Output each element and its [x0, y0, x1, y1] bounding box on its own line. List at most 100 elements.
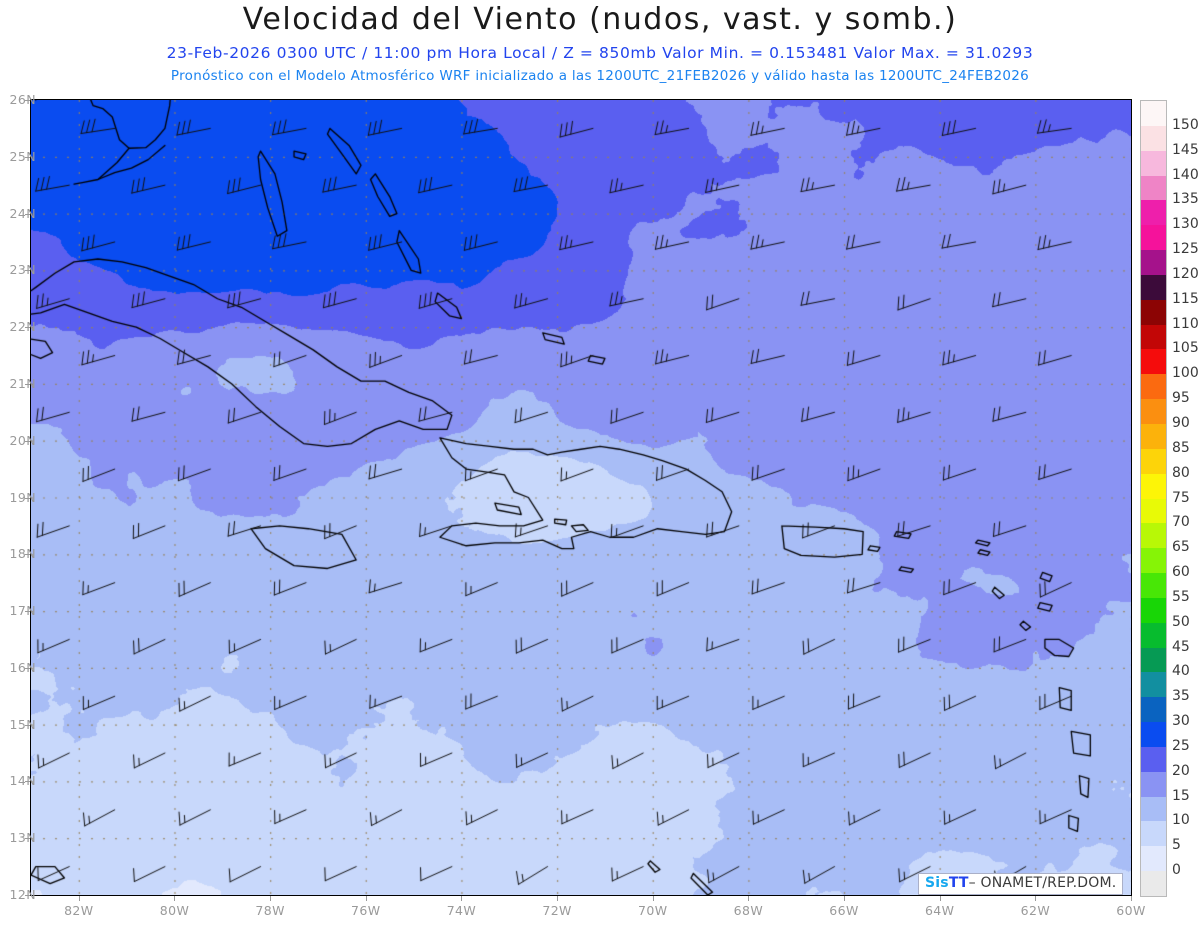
lat-tick: [25, 100, 30, 101]
colorbar-tick-label: 135: [1172, 191, 1199, 208]
colorbar-tick-label: 115: [1172, 290, 1199, 307]
lat-tick-label: 25N: [9, 148, 36, 164]
lat-tick-label: 22N: [9, 319, 36, 335]
watermark-brand-symbol: TT: [948, 875, 969, 891]
colorbar-tick-label: 145: [1172, 141, 1199, 158]
lat-tick: [25, 213, 30, 215]
colorbar-cell: [1141, 647, 1166, 673]
lon-tick: [557, 896, 559, 901]
colorbar-cell: [1141, 274, 1166, 300]
colorbar-tick-label: 65: [1172, 539, 1190, 556]
colorbar-cell: [1141, 473, 1166, 499]
colorbar-cell: [1141, 399, 1166, 424]
colorbar-cell: [1141, 225, 1166, 251]
colorbar-cell: [1141, 150, 1166, 176]
lon-tick: [365, 896, 367, 901]
colorbar-cell: [1141, 846, 1166, 872]
lat-tick-label: 26N: [9, 92, 36, 107]
lat-tick-label: 19N: [9, 489, 36, 505]
lat-tick: [25, 554, 30, 556]
colorbar-cell: [1141, 250, 1166, 275]
lat-tick: [25, 156, 30, 158]
lon-tick: [461, 896, 463, 901]
lat-tick: [25, 781, 30, 783]
lon-tick-label: 72W: [542, 903, 572, 918]
lon-tick-label: 66W: [829, 903, 859, 918]
lon-tick: [844, 896, 846, 901]
lon-tick-label: 68W: [733, 903, 764, 918]
colorbar-cell: [1141, 796, 1166, 822]
colorbar-tick-label: 40: [1172, 663, 1190, 680]
colorbar-tick-label: 55: [1172, 588, 1190, 605]
colorbar-cell: [1141, 573, 1166, 598]
lon-tick: [174, 896, 176, 901]
wind-speed-colorbar[interactable]: [1140, 100, 1167, 897]
lat-tick: [25, 667, 30, 669]
lon-tick-label: 74W: [446, 903, 477, 918]
chart-header: Velocidad del Viento (nudos, vast. y som…: [0, 0, 1200, 95]
lon-tick: [939, 896, 941, 901]
lon-tick-label: 78W: [255, 903, 285, 918]
colorbar-cell: [1141, 101, 1166, 126]
colorbar-tick-label: 70: [1172, 514, 1190, 531]
colorbar-tick-label: 90: [1172, 414, 1190, 431]
lat-tick: [25, 270, 30, 272]
lon-tick-label: 62W: [1020, 903, 1051, 918]
colorbar-tick-label: 85: [1172, 439, 1190, 456]
colorbar-tick-label: 100: [1172, 365, 1199, 382]
lat-tick: [25, 327, 30, 329]
subtitle-model-info: Pronóstico con el Modelo Atmosférico WRF…: [170, 68, 1030, 84]
lat-tick-label: 17N: [9, 603, 36, 619]
colorbar-tick-label: 5: [1172, 837, 1181, 854]
colorbar-cell: [1141, 299, 1166, 325]
watermark-badge: SisTT– ONAMET/REP.DOM.: [918, 873, 1124, 895]
subtitle-valid-time: 23-Feb-2026 0300 UTC / 11:00 pm Hora Loc…: [166, 44, 1034, 62]
lat-tick-label: 18N: [9, 546, 36, 562]
lon-tick: [78, 896, 80, 901]
colorbar-tick-label: 20: [1172, 762, 1190, 779]
wind-speed-shading-canvas: [31, 100, 1131, 895]
lat-tick-label: 24N: [9, 205, 36, 221]
colorbar-cell: [1141, 324, 1166, 350]
watermark-agency: – ONAMET/REP.DOM.: [968, 875, 1117, 891]
lon-tick-label: 60W: [1116, 903, 1146, 918]
lon-tick: [270, 896, 272, 901]
colorbar-cell: [1141, 200, 1166, 226]
colorbar-cell: [1141, 523, 1166, 549]
colorbar-tick-label: 30: [1172, 713, 1190, 730]
colorbar-cell: [1141, 597, 1166, 623]
colorbar-cell: [1141, 448, 1166, 474]
watermark-brand: Sis: [925, 875, 949, 891]
colorbar-tick-label: 25: [1172, 737, 1190, 754]
colorbar-tick-label: 130: [1172, 216, 1199, 233]
colorbar-cell: [1141, 622, 1166, 648]
lon-tick: [748, 896, 750, 901]
lon-tick: [652, 896, 654, 901]
lat-tick: [25, 895, 30, 896]
lat-tick-label: 20N: [9, 432, 36, 448]
colorbar-cell: [1141, 423, 1166, 449]
colorbar-cell: [1141, 821, 1166, 847]
colorbar-tick-label: 105: [1172, 340, 1199, 357]
lat-tick-label: 21N: [9, 375, 36, 391]
colorbar-cell: [1141, 871, 1166, 896]
lat-tick: [25, 838, 30, 840]
lat-tick-label: 15N: [9, 716, 36, 732]
lat-tick: [25, 497, 30, 499]
lon-tick-label: 82W: [64, 903, 94, 918]
lat-tick-label: 13N: [9, 830, 36, 846]
weather-map[interactable]: [30, 99, 1132, 896]
colorbar-tick-label: 75: [1172, 489, 1190, 506]
colorbar-tick-label: 60: [1172, 564, 1190, 581]
colorbar-tick-label: 10: [1172, 812, 1190, 829]
colorbar-cell: [1141, 125, 1166, 151]
colorbar-tick-label: 140: [1172, 166, 1199, 183]
colorbar-tick-label: 110: [1172, 315, 1199, 332]
colorbar-cell: [1141, 722, 1166, 747]
lon-tick-label: 80W: [159, 903, 190, 918]
colorbar-tick-label: 50: [1172, 613, 1190, 630]
lon-tick-label: 64W: [924, 903, 955, 918]
colorbar-tick-label: 80: [1172, 464, 1190, 481]
lon-tick: [1131, 896, 1132, 901]
colorbar-tick-label: 15: [1172, 787, 1190, 804]
